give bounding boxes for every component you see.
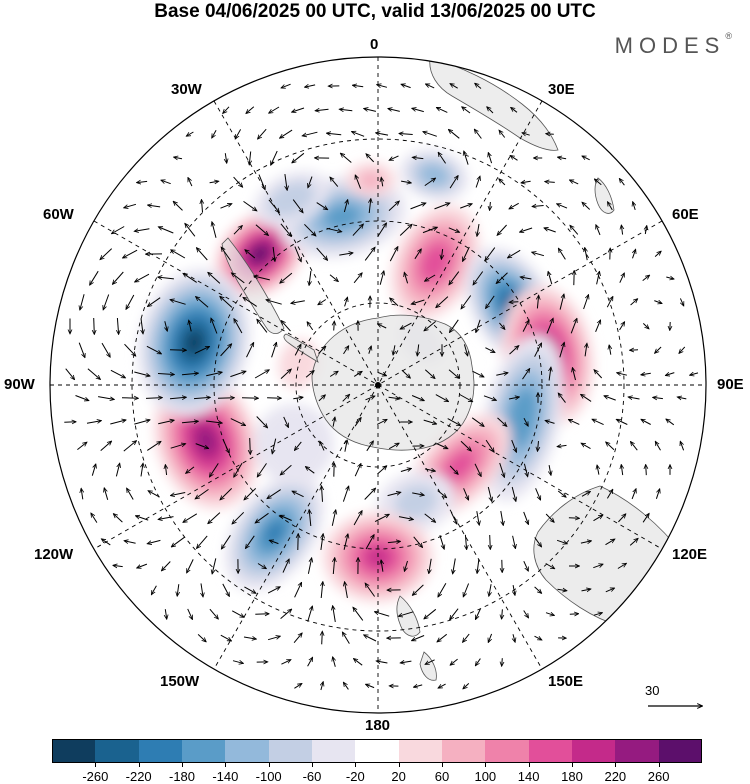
colorbar-tick-6 bbox=[355, 763, 356, 767]
colorbar-tick-11 bbox=[572, 763, 573, 767]
colorbar-tick-label: 100 bbox=[474, 769, 496, 784]
wind-vector-207 bbox=[334, 322, 335, 331]
colorbar-tick-label: 20 bbox=[391, 769, 405, 784]
colorbar-tick-label: -60 bbox=[303, 769, 322, 784]
wind-vector-277 bbox=[122, 398, 138, 399]
antarctica-landmass bbox=[312, 315, 474, 450]
colorbar-tick-label: 180 bbox=[561, 769, 583, 784]
wind-vector-514 bbox=[322, 632, 323, 645]
wind-vector-37 bbox=[546, 134, 554, 135]
wind-vector-507 bbox=[570, 614, 578, 615]
wind-vector-197 bbox=[94, 318, 95, 334]
wind-vector-374 bbox=[646, 465, 647, 475]
south-pole-marker bbox=[375, 382, 381, 388]
colorbar-tick-2 bbox=[182, 763, 183, 767]
colorbar-tick-label: 260 bbox=[648, 769, 670, 784]
wind-vector-333 bbox=[250, 438, 251, 454]
wind-vector-441 bbox=[490, 535, 491, 549]
colorbar-tick-label: 220 bbox=[604, 769, 626, 784]
lon-label-180: 180 bbox=[365, 717, 390, 734]
colorbar-tick-label: -100 bbox=[256, 769, 282, 784]
colorbar-tick-label: -20 bbox=[346, 769, 365, 784]
lon-label-0: 0 bbox=[370, 36, 378, 53]
wind-vector-281 bbox=[218, 398, 234, 399]
colorbar-tick-label: -180 bbox=[169, 769, 195, 784]
lon-label-30w: 30W bbox=[171, 81, 202, 98]
colorbar-tick-0 bbox=[95, 763, 96, 767]
colorbar-tick-label: 140 bbox=[518, 769, 540, 784]
lon-label-120w: 120W bbox=[34, 546, 73, 563]
colorbar-tick-3 bbox=[225, 763, 226, 767]
lon-label-30e: 30E bbox=[548, 81, 575, 98]
colorbar-tick-13 bbox=[659, 763, 660, 767]
colorbar-tick-10 bbox=[529, 763, 530, 767]
reference-vector-label: 30 bbox=[645, 683, 659, 698]
colorbar-frame bbox=[52, 739, 702, 763]
colorbar-tick-12 bbox=[615, 763, 616, 767]
lon-label-60e: 60E bbox=[672, 206, 699, 223]
wind-vector-188 bbox=[510, 302, 519, 303]
colorbar-tick-1 bbox=[139, 763, 140, 767]
lon-label-90w: 90W bbox=[4, 376, 35, 393]
colorbar-tick-8 bbox=[442, 763, 443, 767]
colorbar-tick-label: -260 bbox=[82, 769, 108, 784]
colorbar-tick-label: -140 bbox=[212, 769, 238, 784]
wind-vector-421 bbox=[569, 518, 579, 519]
colorbar-tick-label: -220 bbox=[126, 769, 152, 784]
lon-label-60w: 60W bbox=[43, 206, 74, 223]
colorbar-tick-4 bbox=[269, 763, 270, 767]
colorbar-tick-7 bbox=[399, 763, 400, 767]
lon-label-90e: 90E bbox=[717, 376, 744, 393]
lon-label-150w: 150W bbox=[160, 673, 199, 690]
lon-label-120e: 120E bbox=[672, 546, 707, 563]
colorbar-tick-5 bbox=[312, 763, 313, 767]
colorbar-tick-label: 60 bbox=[435, 769, 449, 784]
wind-vector-536 bbox=[502, 658, 503, 666]
polar-map bbox=[0, 0, 750, 735]
colorbar-tick-9 bbox=[485, 763, 486, 767]
lon-label-150e: 150E bbox=[548, 673, 583, 690]
